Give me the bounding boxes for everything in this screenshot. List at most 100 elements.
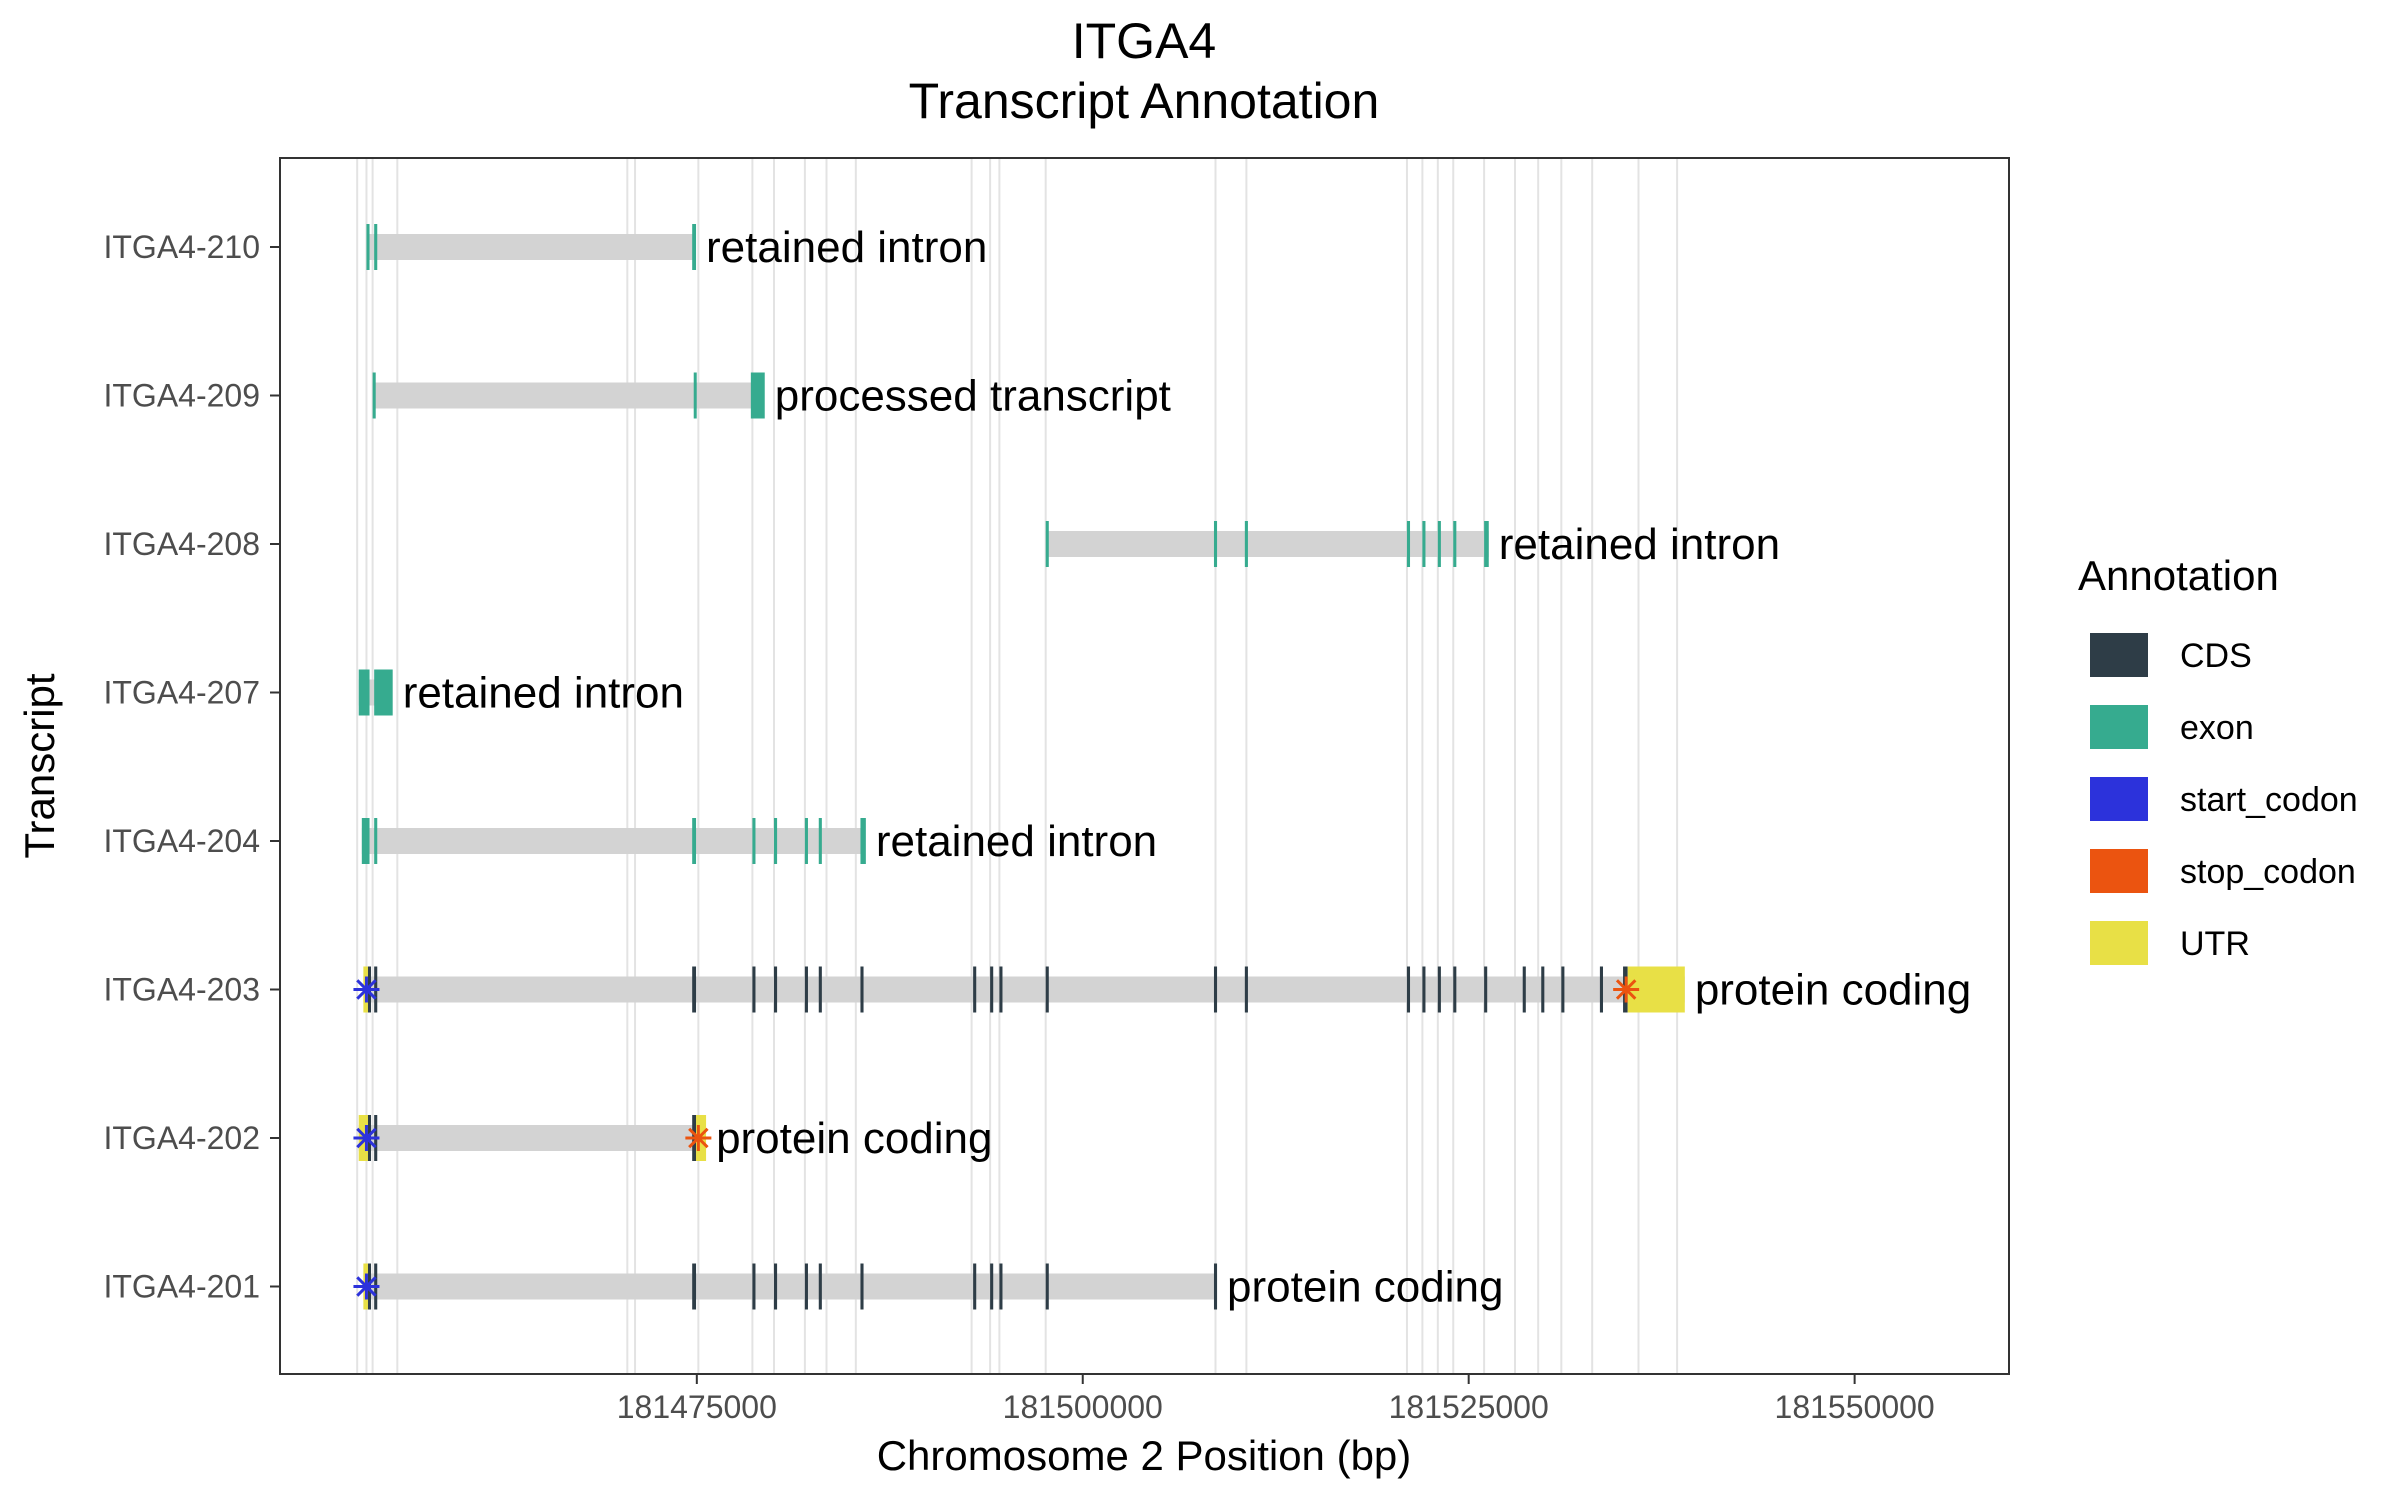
cds-block bbox=[1045, 966, 1049, 1013]
y-axis-label: Transcript bbox=[16, 673, 63, 858]
y-tick-label: ITGA4-202 bbox=[103, 1120, 260, 1156]
cds-block bbox=[1522, 966, 1526, 1013]
exon-block bbox=[774, 818, 778, 864]
exon-block bbox=[1406, 521, 1411, 567]
cds-block bbox=[818, 966, 822, 1013]
intron-bar bbox=[361, 828, 866, 854]
track-layer: retained intron processed transcript retai… bbox=[353, 223, 1971, 1312]
exon-block bbox=[1453, 521, 1457, 567]
cds-block bbox=[692, 1263, 697, 1310]
stop-codon-marker bbox=[685, 1125, 712, 1151]
transcript-track: processed transcript bbox=[372, 372, 1171, 421]
x-axis: 181475000 181500000 181525000 181550000 bbox=[617, 1374, 1935, 1425]
exon-block bbox=[1484, 521, 1489, 567]
legend-swatch bbox=[2090, 849, 2148, 893]
cds-block bbox=[1599, 966, 1603, 1013]
x-tick-label: 181500000 bbox=[1003, 1389, 1163, 1425]
exon-block bbox=[361, 818, 370, 864]
cds-block bbox=[1561, 966, 1565, 1013]
cds-block bbox=[973, 966, 977, 1013]
legend-swatch bbox=[2090, 777, 2148, 821]
cds-block bbox=[1406, 966, 1411, 1013]
start-codon-marker bbox=[353, 1273, 380, 1300]
exon-block bbox=[818, 818, 822, 864]
exon-block bbox=[692, 224, 697, 270]
cds-block bbox=[1213, 966, 1218, 1013]
cds-block bbox=[1484, 966, 1488, 1013]
legend-swatch bbox=[2090, 705, 2148, 749]
cds-block bbox=[804, 966, 808, 1013]
cds-block bbox=[752, 966, 756, 1013]
cds-block bbox=[774, 1263, 778, 1310]
transcript-biotype-label: retained intron bbox=[1499, 520, 1780, 569]
y-tick-label: ITGA4-208 bbox=[103, 526, 260, 562]
legend-label: UTR bbox=[2180, 925, 2250, 963]
exon-block bbox=[358, 669, 370, 716]
cds-block bbox=[1213, 1263, 1218, 1310]
legend-title: Annotation bbox=[2078, 552, 2279, 599]
cds-block bbox=[774, 966, 778, 1013]
start-codon-marker bbox=[353, 976, 380, 1003]
cds-block bbox=[999, 1263, 1003, 1310]
exon-block bbox=[374, 669, 393, 716]
chart-subtitle: Transcript Annotation bbox=[909, 73, 1380, 129]
transcript-biotype-label: retained intron bbox=[876, 817, 1157, 866]
legend: Annotation CDS exon start_codon stop_codon U… bbox=[2078, 552, 2358, 965]
y-tick-label: ITGA4-210 bbox=[103, 229, 260, 265]
transcript-biotype-label: retained intron bbox=[706, 223, 987, 272]
transcript-biotype-label: protein coding bbox=[1695, 966, 1971, 1015]
transcript-track: protein coding bbox=[353, 966, 1971, 1015]
intron-bar bbox=[358, 1125, 705, 1151]
cds-block bbox=[860, 966, 864, 1013]
transcript-track: retained intron bbox=[361, 817, 1157, 866]
legend-label: stop_codon bbox=[2180, 853, 2356, 891]
x-tick-label: 181475000 bbox=[617, 1389, 777, 1425]
x-axis-label: Chromosome 2 Position (bp) bbox=[877, 1432, 1412, 1479]
cds-block bbox=[999, 966, 1003, 1013]
cds-block bbox=[818, 1263, 822, 1310]
x-tick-label: 181550000 bbox=[1775, 1389, 1935, 1425]
intron-bar bbox=[1045, 531, 1489, 557]
cds-block bbox=[990, 966, 994, 1013]
y-tick-label: ITGA4-209 bbox=[103, 378, 260, 414]
transcript-biotype-label: retained intron bbox=[403, 669, 684, 718]
exon-block bbox=[1213, 521, 1218, 567]
cds-block bbox=[1453, 966, 1457, 1013]
exon-block bbox=[804, 818, 808, 864]
y-axis: ITGA4-210 ITGA4-209 ITGA4-208 ITGA4-207 ITGA… bbox=[103, 229, 280, 1305]
y-tick-label: ITGA4-203 bbox=[103, 972, 260, 1008]
transcript-track: protein coding bbox=[353, 1114, 992, 1163]
cds-block bbox=[1541, 966, 1545, 1013]
cds-block bbox=[973, 1263, 977, 1310]
exon-block bbox=[366, 224, 370, 270]
transcript-biotype-label: protein coding bbox=[716, 1114, 992, 1163]
exon-block bbox=[693, 372, 697, 419]
cds-block bbox=[692, 966, 697, 1013]
transcript-biotype-label: protein coding bbox=[1227, 1263, 1503, 1312]
legend-label: CDS bbox=[2180, 637, 2252, 675]
cds-block bbox=[804, 1263, 808, 1310]
exon-block bbox=[692, 818, 697, 864]
exon-block bbox=[1437, 521, 1441, 567]
exon-block bbox=[1045, 521, 1049, 567]
exon-block bbox=[374, 818, 378, 864]
y-tick-label: ITGA4-207 bbox=[103, 675, 260, 711]
transcript-track: retained intron bbox=[366, 223, 987, 272]
transcript-track: retained intron bbox=[1045, 520, 1780, 569]
cds-block bbox=[1244, 966, 1248, 1013]
cds-block bbox=[1422, 966, 1426, 1013]
plot-panel-border bbox=[279, 157, 2010, 1375]
grid-layer bbox=[356, 158, 1679, 1374]
intron-bar bbox=[366, 234, 696, 260]
legend-swatch bbox=[2090, 921, 2148, 965]
exon-block bbox=[860, 818, 866, 864]
legend-swatch bbox=[2090, 633, 2148, 677]
chart-title: ITGA4 bbox=[1072, 13, 1216, 69]
exon-block bbox=[374, 224, 378, 270]
cds-block bbox=[990, 1263, 994, 1310]
exon-block bbox=[1244, 521, 1248, 567]
cds-block bbox=[1045, 1263, 1049, 1310]
cds-block bbox=[752, 1263, 756, 1310]
exon-block bbox=[752, 818, 756, 864]
